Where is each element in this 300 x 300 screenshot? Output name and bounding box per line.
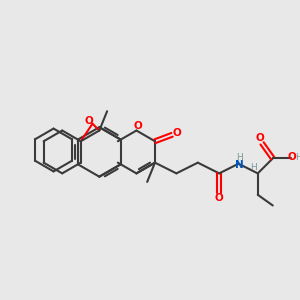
- Text: H: H: [296, 153, 300, 162]
- Text: H: H: [236, 153, 243, 162]
- Text: O: O: [172, 128, 181, 138]
- Text: O: O: [84, 116, 93, 126]
- Text: O: O: [288, 152, 296, 162]
- Text: N: N: [235, 160, 244, 170]
- Text: O: O: [215, 194, 224, 203]
- Text: O: O: [256, 133, 265, 142]
- Text: H: H: [250, 163, 257, 172]
- Text: O: O: [133, 121, 142, 131]
